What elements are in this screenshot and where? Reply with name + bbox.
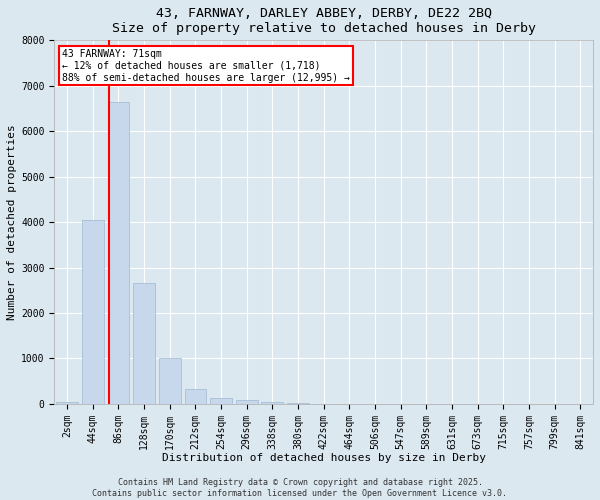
Bar	[287, 403, 309, 404]
Bar	[236, 400, 257, 404]
Text: 43 FARNWAY: 71sqm
← 12% of detached houses are smaller (1,718)
88% of semi-detac: 43 FARNWAY: 71sqm ← 12% of detached hous…	[62, 50, 350, 82]
X-axis label: Distribution of detached houses by size in Derby: Distribution of detached houses by size …	[161, 453, 485, 463]
Bar	[82, 220, 104, 404]
Y-axis label: Number of detached properties: Number of detached properties	[7, 124, 17, 320]
Title: 43, FARNWAY, DARLEY ABBEY, DERBY, DE22 2BQ
Size of property relative to detached: 43, FARNWAY, DARLEY ABBEY, DERBY, DE22 2…	[112, 7, 536, 35]
Bar	[262, 402, 283, 404]
Text: Contains HM Land Registry data © Crown copyright and database right 2025.
Contai: Contains HM Land Registry data © Crown c…	[92, 478, 508, 498]
Bar	[159, 358, 181, 404]
Bar	[185, 389, 206, 404]
Bar	[56, 402, 78, 404]
Bar	[133, 284, 155, 404]
Bar	[210, 398, 232, 404]
Bar	[107, 102, 130, 404]
